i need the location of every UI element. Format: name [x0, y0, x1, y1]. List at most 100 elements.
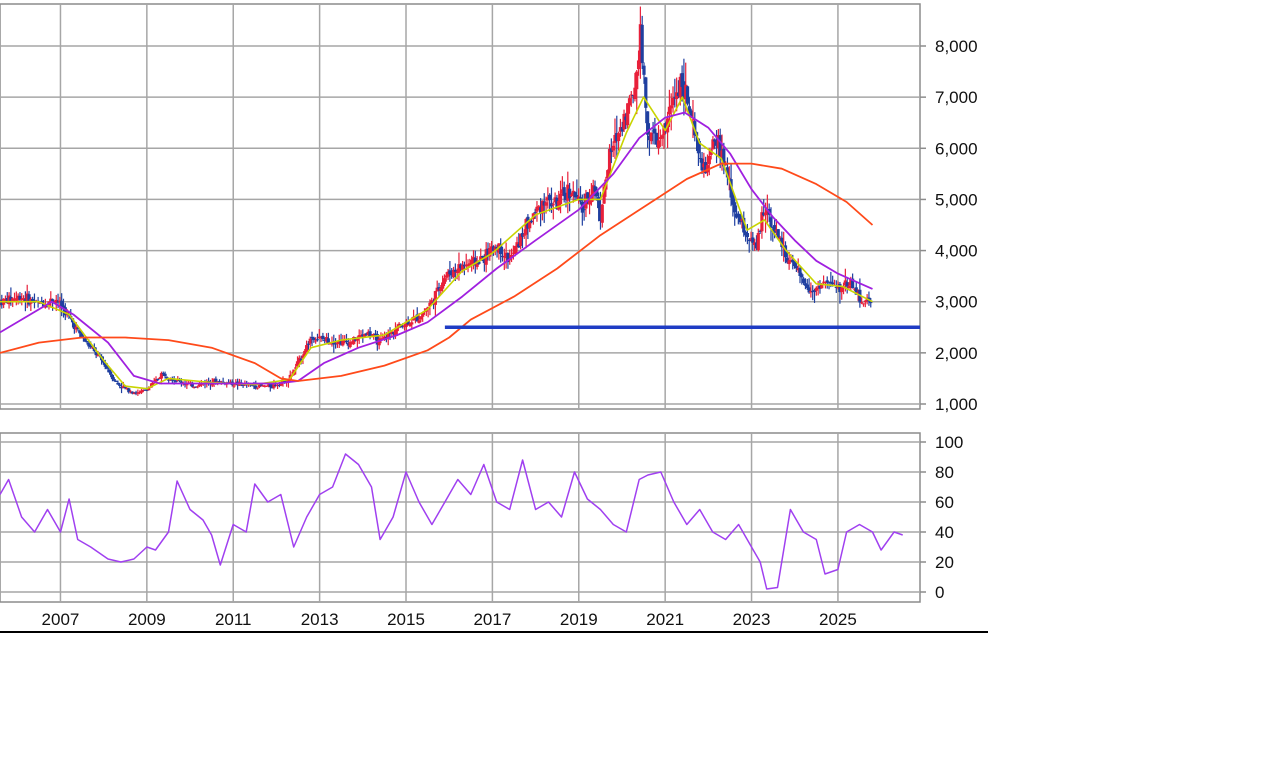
candle-body [789, 260, 793, 262]
candle-body [664, 123, 668, 129]
candle-body [23, 299, 27, 303]
candle-body [827, 282, 831, 284]
candle-body [87, 342, 91, 347]
candle-body [145, 389, 149, 391]
candle-body [163, 373, 167, 377]
candle-body [836, 285, 840, 289]
candle-body [480, 256, 485, 258]
candle-body [257, 384, 262, 388]
candle-body [446, 271, 450, 277]
candle-body [660, 135, 664, 139]
candle-body [622, 113, 626, 130]
candle-body [390, 331, 394, 334]
candle-body [350, 343, 354, 345]
candle-body [582, 209, 586, 211]
candle-body [315, 339, 320, 341]
candle-body [548, 194, 552, 201]
candle-body [268, 383, 272, 388]
candle-body [626, 103, 630, 126]
candle-body [89, 345, 93, 348]
candle-body [609, 148, 613, 153]
candle-body [306, 343, 310, 345]
candle-body [642, 65, 646, 75]
candle-body [778, 237, 782, 240]
candle-body [734, 213, 739, 218]
candle-body [698, 158, 702, 160]
candle-body [542, 201, 546, 206]
x-tick-label: 2013 [301, 610, 339, 629]
candle-body [680, 73, 684, 87]
candle-body [709, 149, 713, 155]
candle-body [5, 297, 9, 304]
candle-body [800, 274, 804, 278]
candle-body [716, 135, 720, 149]
candle-body [535, 206, 539, 212]
candle-body [704, 162, 708, 174]
candle-body [573, 192, 577, 198]
candle-body [678, 76, 682, 98]
candle-body [12, 299, 17, 301]
candle-body [114, 380, 118, 382]
candle-body [689, 110, 693, 119]
candle-body [442, 278, 447, 284]
candle-body [232, 385, 236, 387]
candle-body [428, 302, 432, 307]
candle-body [168, 379, 173, 381]
candle-body [809, 290, 813, 293]
candle-body [274, 384, 278, 386]
candle-body [406, 320, 410, 325]
candle-body [18, 295, 22, 300]
candle-body [821, 281, 826, 283]
candle-body [323, 339, 327, 341]
candle-body [263, 385, 267, 387]
candle-body [743, 231, 748, 236]
candle-body [595, 189, 599, 197]
candle-body [479, 256, 483, 261]
candle-body [270, 386, 274, 389]
price-panel-frame [0, 3, 921, 410]
candle-body [457, 264, 461, 274]
candle-body [417, 320, 421, 323]
candle-body [549, 203, 554, 207]
candle-body [522, 234, 526, 236]
candle-body [776, 229, 780, 239]
candle-body [295, 361, 300, 367]
candle-body [415, 314, 419, 322]
candle-body [130, 391, 135, 394]
candle-body [158, 377, 162, 379]
candle-body [466, 264, 470, 267]
candle-body [460, 264, 465, 270]
candle-body [825, 280, 829, 283]
candle-body [515, 242, 519, 247]
candle-body [506, 253, 510, 263]
candle-body [259, 384, 263, 386]
candle-body [78, 330, 82, 334]
candle-body [843, 280, 847, 286]
candle-body [14, 298, 18, 301]
candle-body [707, 155, 711, 165]
candle-body [41, 304, 46, 307]
candle-body [377, 339, 381, 346]
candle-body [618, 127, 623, 132]
candle-body [620, 127, 624, 132]
candle-body [838, 283, 842, 293]
candle-body [20, 298, 24, 301]
rsi-panel-grid [0, 432, 926, 603]
candle-body [490, 246, 494, 250]
candle-body [165, 377, 169, 379]
candle-body [538, 207, 543, 214]
candle-body [713, 139, 717, 142]
candle-body [818, 285, 822, 289]
candle-body [11, 298, 15, 302]
candle-body [96, 354, 100, 356]
price-y-tick-label: 7,000 [935, 88, 978, 107]
candle-body [551, 204, 555, 206]
x-tick-label: 2011 [215, 610, 252, 629]
candle-body [3, 299, 8, 301]
candle-body [410, 322, 414, 325]
candle-body [437, 287, 441, 290]
candle-body [76, 327, 80, 329]
candle-body [863, 300, 867, 303]
candle-body [509, 255, 514, 259]
candle-body [756, 233, 760, 251]
